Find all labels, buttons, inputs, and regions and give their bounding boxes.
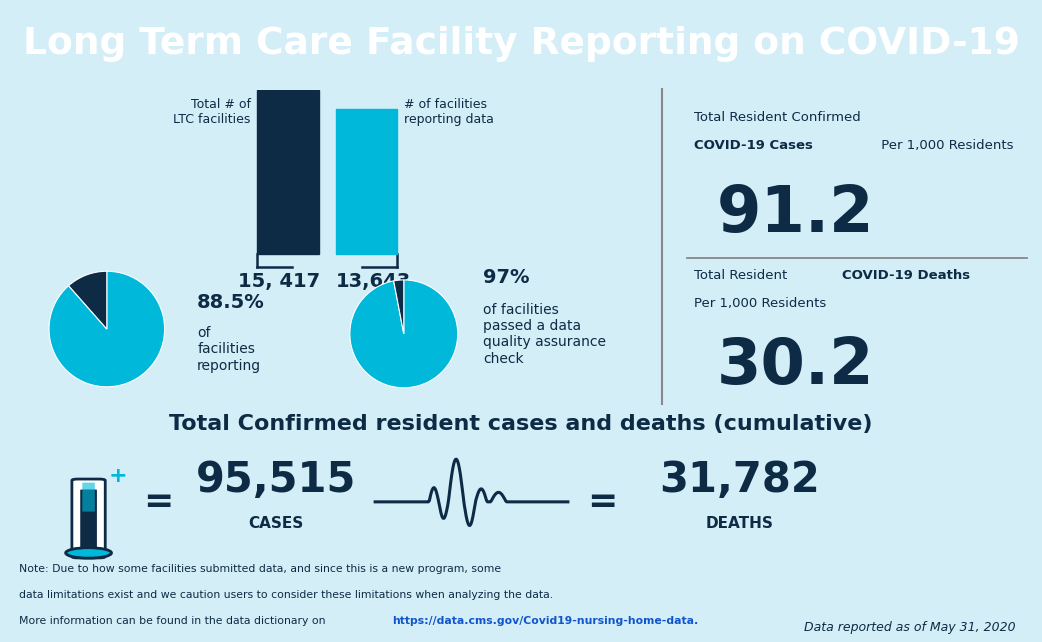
Text: CASES: CASES [248, 516, 304, 531]
Text: 97%: 97% [483, 268, 529, 288]
Text: data limitations exist and we caution users to consider these limitations when a: data limitations exist and we caution us… [19, 590, 553, 600]
Text: More information can be found in the data dictionary on: More information can be found in the dat… [19, 616, 329, 626]
Text: https://data.cms.gov/Covid19-nursing-home-data.: https://data.cms.gov/Covid19-nursing-hom… [392, 616, 698, 626]
Text: 15, 417: 15, 417 [239, 272, 320, 291]
Wedge shape [394, 280, 404, 334]
Wedge shape [69, 271, 107, 329]
Text: Per 1,000 Residents: Per 1,000 Residents [877, 139, 1014, 152]
Text: # of facilities
reporting data: # of facilities reporting data [404, 98, 494, 126]
Text: of facilities
passed a data
quality assurance
check: of facilities passed a data quality assu… [483, 303, 606, 366]
Text: 13,643: 13,643 [336, 272, 411, 291]
Text: 88.5%: 88.5% [197, 293, 265, 312]
Wedge shape [350, 280, 457, 388]
Text: Total # of
LTC facilities: Total # of LTC facilities [173, 98, 251, 126]
Text: Per 1,000 Residents: Per 1,000 Residents [694, 297, 826, 310]
Circle shape [66, 548, 111, 558]
FancyBboxPatch shape [82, 483, 95, 512]
Text: =: = [587, 485, 618, 519]
Wedge shape [49, 271, 165, 386]
Text: Total Resident: Total Resident [694, 268, 792, 282]
Text: +: + [108, 465, 127, 486]
Text: 31,782: 31,782 [660, 460, 820, 501]
Text: =: = [143, 485, 174, 519]
Text: Note: Due to how some facilities submitted data, and since this is a new program: Note: Due to how some facilities submitt… [19, 564, 501, 573]
Text: DEATHS: DEATHS [705, 516, 774, 531]
Text: Total Confirmed resident cases and deaths (cumulative): Total Confirmed resident cases and death… [169, 414, 873, 434]
Bar [257, 90, 319, 254]
Text: Long Term Care Facility Reporting on COVID-19: Long Term Care Facility Reporting on COV… [23, 26, 1019, 62]
Text: 95,515: 95,515 [196, 460, 356, 501]
Text: Data reported as of May 31, 2020: Data reported as of May 31, 2020 [804, 621, 1016, 634]
Text: of
facilities
reporting: of facilities reporting [197, 326, 262, 372]
Text: Total Resident Confirmed: Total Resident Confirmed [694, 110, 861, 124]
Text: COVID-19 Cases: COVID-19 Cases [694, 139, 813, 152]
Text: 30.2: 30.2 [717, 335, 874, 397]
Bar [337, 108, 397, 254]
Text: 91.2: 91.2 [717, 184, 874, 245]
Text: COVID-19 Deaths: COVID-19 Deaths [842, 268, 970, 282]
FancyBboxPatch shape [72, 479, 105, 558]
FancyBboxPatch shape [80, 489, 97, 548]
